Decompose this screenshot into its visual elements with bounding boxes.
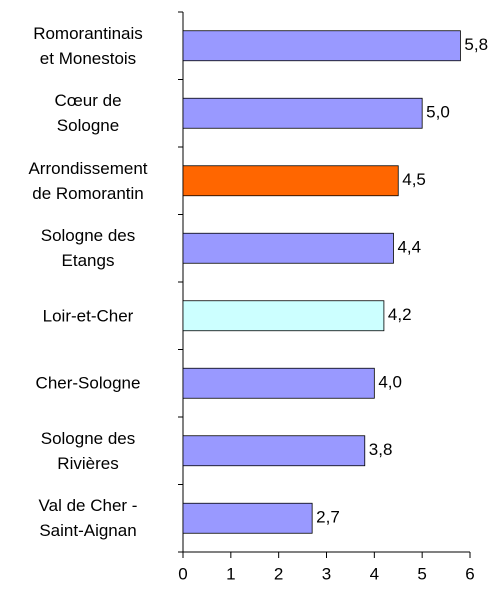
x-tick-label: 2 (274, 564, 283, 583)
bar (182, 165, 399, 197)
value-label: 4,2 (388, 305, 412, 324)
bar (182, 367, 375, 399)
x-tick-label: 1 (226, 564, 235, 583)
bar (182, 502, 313, 534)
y-tick-label: Cher-Sologne (35, 373, 141, 393)
value-label: 4,4 (397, 238, 421, 257)
y-tick-label: Cœur de Sologne (54, 91, 122, 136)
y-tick-label: Arrondissement de Romorantin (28, 158, 148, 203)
value-label: 5,0 (426, 103, 450, 122)
x-tick-label: 0 (178, 564, 187, 583)
x-tick-label: 4 (370, 564, 379, 583)
y-tick-label: Sologne des Rivières (40, 428, 136, 473)
value-label: 3,8 (369, 440, 393, 459)
value-label: 4,0 (378, 373, 402, 392)
value-label: 2,7 (316, 508, 340, 527)
value-label: 5,8 (464, 35, 488, 54)
bar (182, 97, 423, 129)
y-tick-label: Romorantinais et Monestois (33, 23, 143, 68)
y-tick-label: Val de Cher - Saint-Aignan (38, 496, 138, 541)
bar (182, 300, 385, 332)
y-tick-label: Loir-et-Cher (42, 306, 134, 326)
bar (182, 435, 366, 467)
x-tick-label: 6 (465, 564, 474, 583)
x-tick-label: 5 (417, 564, 426, 583)
x-tick-label: 3 (322, 564, 331, 583)
bar (182, 30, 461, 62)
y-tick-label: Sologne des Etangs (40, 226, 136, 271)
value-label: 4,5 (402, 170, 426, 189)
bar (182, 232, 394, 264)
